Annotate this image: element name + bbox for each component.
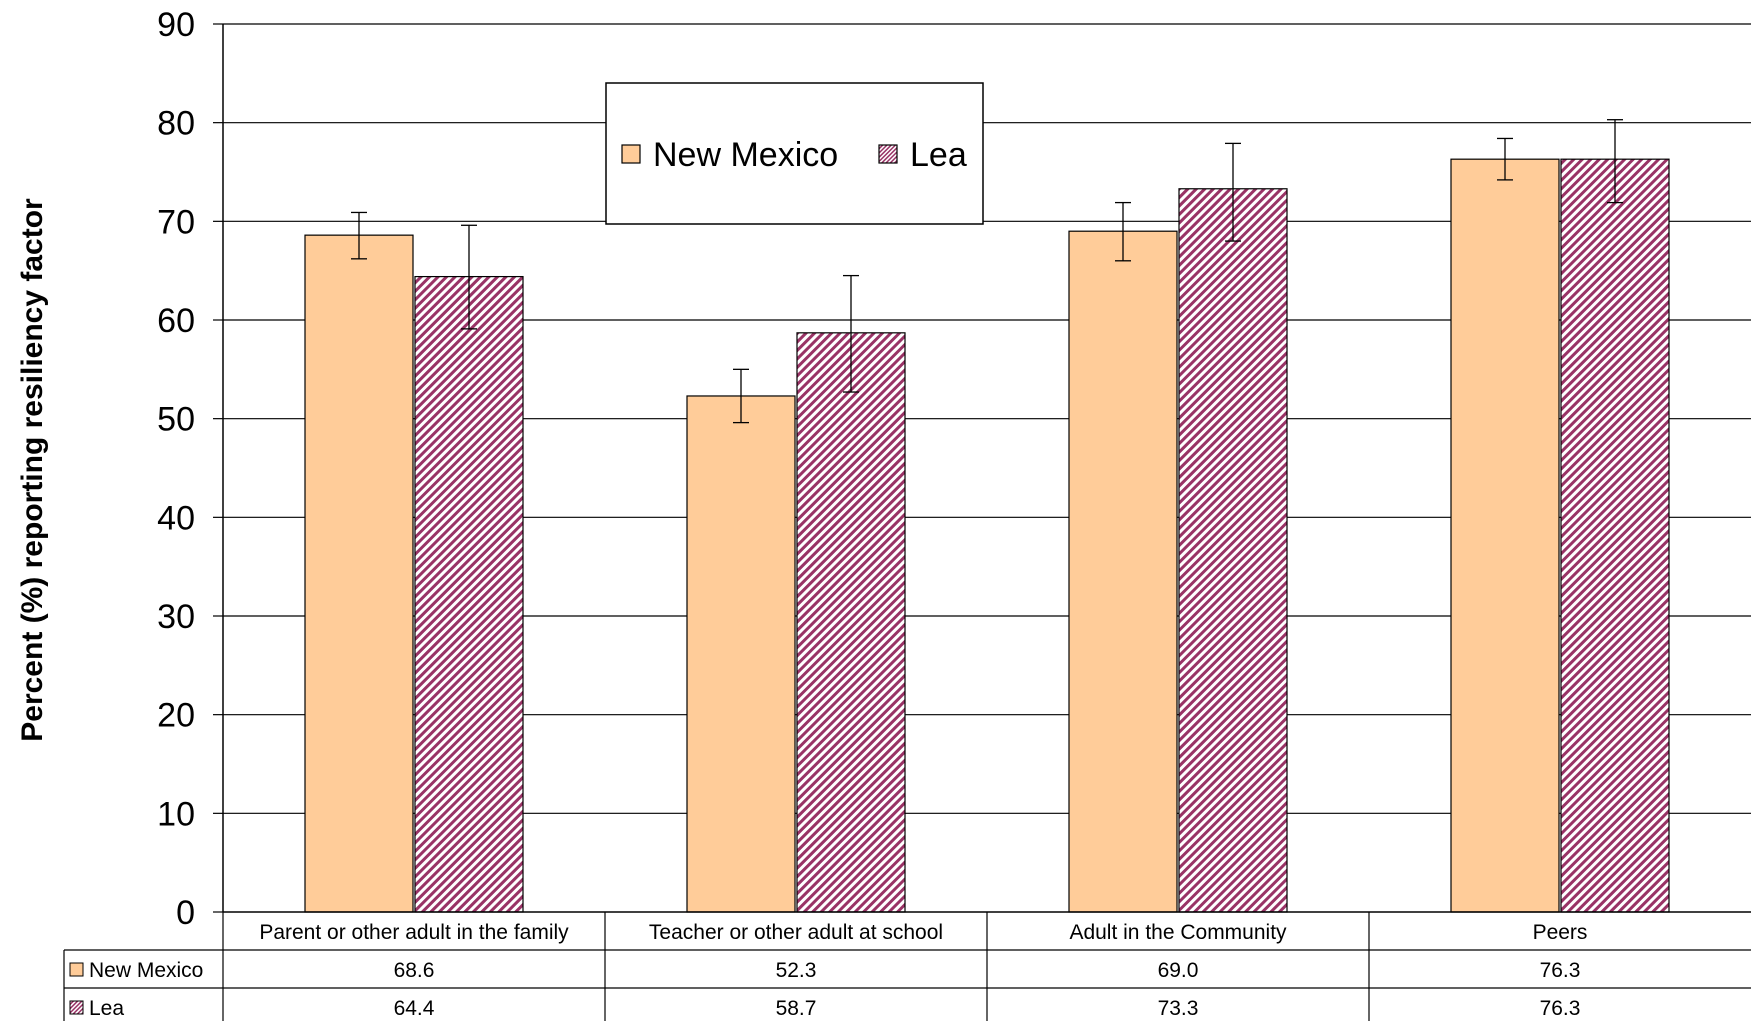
table-value: 68.6: [394, 959, 435, 982]
error-bar-lea-1: [843, 274, 859, 393]
table-value: 76.3: [1540, 997, 1581, 1020]
table-series-name: New Mexico: [89, 959, 203, 982]
legend: New Mexico Lea: [605, 82, 984, 225]
category-label: Peers: [1533, 921, 1588, 944]
y-tick-label: 70: [157, 203, 195, 241]
table-value: 52.3: [776, 959, 817, 982]
bar-new-mexico-2: [1068, 230, 1178, 913]
table-value: 58.7: [776, 997, 817, 1020]
bar-new-mexico-1: [686, 395, 796, 913]
y-axis-label: Percent (%) reporting resiliency factor: [16, 198, 49, 742]
error-bar-new-mexico-0: [351, 211, 367, 260]
bar-new-mexico-0: [304, 234, 414, 913]
bar-lea-0: [414, 275, 524, 913]
error-bars: [351, 119, 1623, 424]
y-tick-label: 0: [176, 894, 195, 932]
error-bar-new-mexico-1: [733, 368, 749, 424]
bar-new-mexico-3: [1450, 158, 1560, 913]
table-value: 73.3: [1158, 997, 1199, 1020]
y-tick-label: 40: [157, 499, 195, 537]
error-bar-new-mexico-2: [1115, 201, 1131, 262]
error-bar-new-mexico-3: [1497, 137, 1513, 181]
table-value: 64.4: [394, 997, 435, 1020]
error-bar-lea-0: [461, 224, 477, 330]
y-tick-label: 80: [157, 105, 195, 143]
error-bar-lea-2: [1225, 142, 1241, 242]
table-swatch-new-mexico: [69, 962, 84, 977]
bars: [304, 158, 1670, 913]
y-tick-label: 60: [157, 302, 195, 340]
legend-swatch-new-mexico: [621, 144, 641, 164]
category-label: Parent or other adult in the family: [259, 921, 569, 944]
y-tick-label: 30: [157, 598, 195, 636]
legend-box: [605, 82, 984, 225]
y-tick-label: 20: [157, 697, 195, 735]
table-series-name: Lea: [89, 997, 124, 1020]
bar-lea-2: [1178, 188, 1288, 913]
y-tick-label: 10: [157, 795, 195, 833]
y-tick-label: 50: [157, 401, 195, 439]
table-value: 76.3: [1540, 959, 1581, 982]
table-value: 69.0: [1158, 959, 1199, 982]
legend-label-new-mexico: New Mexico: [653, 136, 838, 174]
error-bar-lea-3: [1607, 119, 1623, 204]
y-tick-label: 90: [157, 6, 195, 44]
category-label: Teacher or other adult at school: [649, 921, 943, 944]
y-axis: 0 10 20 30 40 50 60 70 80 90: [157, 6, 224, 932]
category-label: Adult in the Community: [1069, 921, 1287, 944]
table-swatch-lea: [69, 1000, 84, 1015]
data-table: Parent or other adult in the family Teach…: [63, 911, 1751, 1021]
bar-lea-3: [1560, 158, 1670, 913]
legend-label-lea: Lea: [910, 136, 967, 174]
bar-lea-1: [796, 332, 906, 913]
legend-swatch-lea: [878, 144, 898, 164]
